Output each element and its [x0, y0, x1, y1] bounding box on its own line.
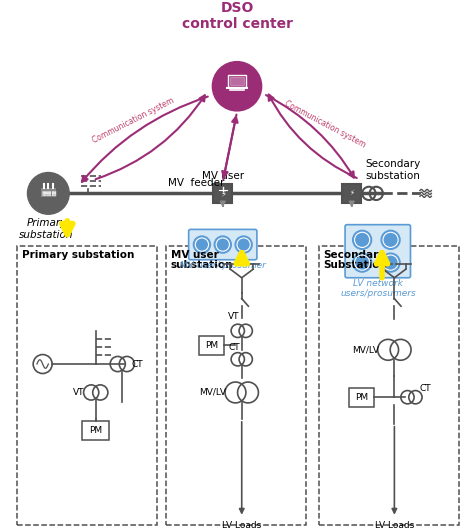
Text: PM: PM	[355, 393, 368, 402]
FancyBboxPatch shape	[345, 225, 410, 278]
Text: Primary substation: Primary substation	[22, 250, 134, 260]
Text: MV/LV: MV/LV	[352, 345, 379, 354]
Circle shape	[353, 230, 372, 250]
Text: PM: PM	[205, 340, 218, 350]
FancyBboxPatch shape	[17, 246, 157, 525]
Text: LV network
users/prosumers: LV network users/prosumers	[340, 279, 416, 298]
Text: substation: substation	[171, 260, 233, 270]
FancyBboxPatch shape	[349, 388, 374, 406]
FancyBboxPatch shape	[41, 188, 56, 197]
Circle shape	[27, 172, 69, 214]
Text: MV/LV: MV/LV	[200, 388, 227, 397]
FancyBboxPatch shape	[319, 246, 459, 525]
Circle shape	[353, 253, 372, 272]
FancyBboxPatch shape	[213, 184, 232, 203]
Text: ⚡: ⚡	[349, 190, 354, 196]
Text: PM: PM	[89, 426, 102, 435]
FancyBboxPatch shape	[166, 246, 306, 525]
FancyBboxPatch shape	[342, 184, 361, 203]
Text: CT: CT	[228, 343, 240, 352]
Text: MV  feeder: MV feeder	[168, 178, 224, 188]
Text: Primary
substation: Primary substation	[19, 218, 73, 239]
Text: CT: CT	[420, 385, 432, 394]
Text: Communication system: Communication system	[91, 96, 176, 145]
Text: LV Loads: LV Loads	[222, 521, 261, 530]
FancyBboxPatch shape	[230, 77, 244, 85]
Text: MV user/ prosumer: MV user/ prosumer	[180, 261, 266, 270]
Text: CT: CT	[132, 360, 144, 369]
Circle shape	[214, 236, 231, 253]
Circle shape	[235, 236, 252, 253]
Text: Secondary
substation: Secondary substation	[365, 160, 420, 181]
Text: VT: VT	[73, 388, 84, 397]
FancyBboxPatch shape	[189, 229, 257, 260]
Text: ▦▦▦: ▦▦▦	[42, 191, 57, 196]
Text: Secondary: Secondary	[323, 250, 385, 260]
Text: Substation: Substation	[323, 260, 387, 270]
Text: Communication system: Communication system	[283, 99, 367, 149]
Circle shape	[381, 230, 400, 250]
Text: DSO
control center: DSO control center	[182, 1, 292, 31]
Circle shape	[381, 253, 400, 272]
FancyBboxPatch shape	[228, 75, 246, 87]
Circle shape	[193, 236, 210, 253]
Text: LV Loads: LV Loads	[375, 521, 414, 530]
Text: MV user: MV user	[171, 250, 219, 260]
Text: VT: VT	[228, 312, 240, 321]
FancyBboxPatch shape	[199, 336, 224, 354]
Circle shape	[212, 62, 262, 111]
Text: MV user: MV user	[202, 171, 244, 181]
Text: ⚡: ⚡	[220, 189, 226, 198]
FancyBboxPatch shape	[82, 421, 109, 440]
